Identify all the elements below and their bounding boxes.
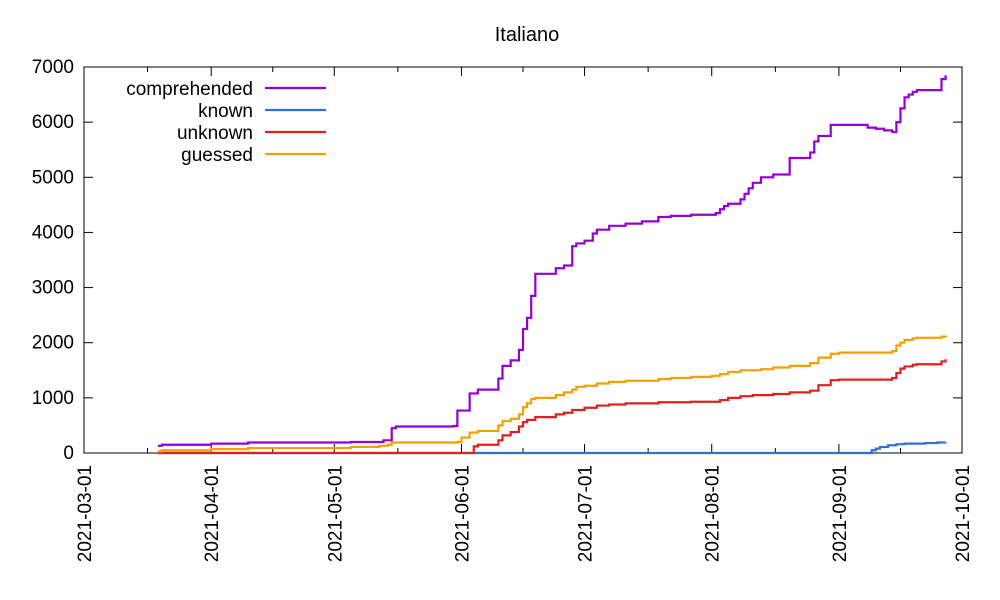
x-tick-label: 2021-09-01	[830, 465, 851, 562]
series-line-guessed	[157, 335, 947, 453]
chart-title: Italiano	[495, 24, 560, 46]
x-tick-label: 2021-08-01	[703, 465, 724, 562]
y-tick-label: 0	[63, 443, 74, 464]
y-tick-label: 5000	[32, 167, 74, 188]
series-line-known	[157, 441, 947, 455]
x-tick-label: 2021-04-01	[202, 465, 223, 562]
legend-label-known: known	[198, 101, 253, 122]
x-tick-label: 2021-05-01	[325, 465, 346, 562]
y-axis: 0 1000 2000 3000 4000 5000 6000 7000	[32, 57, 962, 464]
y-tick-label: 7000	[32, 57, 74, 78]
x-tick-label: 2021-10-01	[953, 465, 974, 562]
legend-label-guessed: guessed	[181, 145, 253, 166]
series-layer	[157, 75, 947, 455]
series-line-comprehended	[157, 75, 947, 447]
y-tick-label: 1000	[32, 388, 74, 409]
y-tick-label: 6000	[32, 112, 74, 133]
series-line-unknown	[157, 359, 947, 455]
x-tick-label: 2021-07-01	[576, 465, 597, 562]
x-tick-label: 2021-06-01	[452, 465, 473, 562]
y-tick-label: 2000	[32, 333, 74, 354]
y-tick-label: 3000	[32, 278, 74, 299]
x-tick-label: 2021-03-01	[75, 465, 96, 562]
legend-label-comprehended: comprehended	[126, 79, 253, 100]
y-tick-label: 4000	[32, 222, 74, 243]
legend-label-unknown: unknown	[177, 123, 253, 144]
x-axis: 2021-03-01 2021-04-01 2021-05-01 2021-06-01…	[75, 67, 974, 562]
